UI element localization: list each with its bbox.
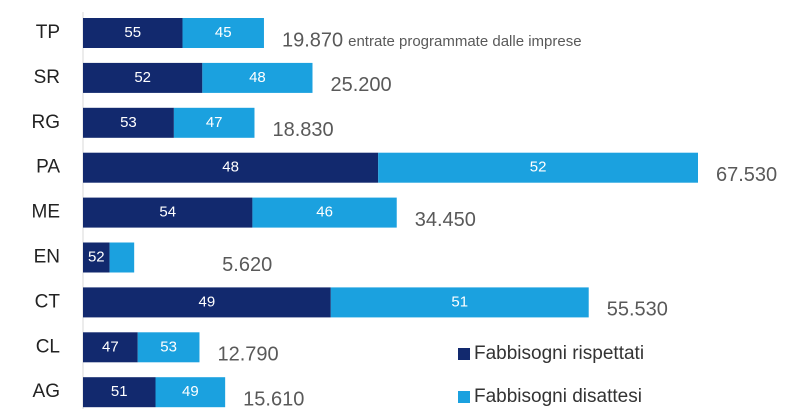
total-label: 55.530	[607, 299, 668, 321]
segment-label: 55	[124, 24, 141, 41]
bar-segment	[83, 152, 379, 183]
segment-label: 54	[159, 204, 176, 221]
total-label: 67.530	[716, 164, 777, 186]
category-label: AG	[33, 381, 60, 402]
category-label: EN	[34, 247, 60, 268]
total-label: 34.450	[415, 209, 476, 231]
legend-label: Fabbisogni disattesi	[474, 386, 642, 407]
bar-segment	[137, 332, 200, 363]
category-label: PA	[36, 157, 60, 178]
total-label: 5.620	[222, 254, 272, 276]
segment-label: 52	[88, 248, 105, 265]
segment-label: 48	[222, 159, 239, 176]
bar-segment	[83, 107, 174, 138]
total-label: 15.610	[243, 388, 304, 409]
total-label: 25.200	[330, 74, 391, 96]
total-label: 18.830	[272, 119, 333, 141]
bar-segment	[202, 62, 313, 93]
bar-segment	[83, 242, 110, 273]
segment-label: 46	[316, 204, 333, 221]
bar-segment	[155, 377, 226, 408]
segment-label: 53	[160, 338, 177, 355]
bar-segment	[109, 242, 135, 273]
legend-swatch	[458, 348, 470, 360]
total-label: 19.870	[282, 29, 343, 51]
bar-segment	[378, 152, 698, 183]
bar-segment	[83, 62, 203, 93]
segment-label: 52	[134, 69, 151, 86]
segment-label: 48	[142, 248, 159, 265]
annotation: entrate programmate dalle imprese	[348, 33, 581, 50]
segment-label: 48	[249, 69, 266, 86]
category-label: CL	[36, 336, 60, 357]
segment-label: 49	[182, 383, 199, 400]
bar-segment	[83, 332, 138, 363]
bar-segment	[83, 18, 183, 48]
legend-swatch	[458, 391, 470, 403]
bar-segment	[330, 287, 589, 318]
category-label: ME	[32, 202, 61, 223]
segment-label: 45	[215, 24, 232, 41]
segment-label: 47	[102, 338, 119, 355]
segment-label: 51	[451, 293, 468, 310]
bar-segment	[83, 287, 331, 318]
category-label: CT	[35, 291, 61, 312]
bar-segment	[252, 197, 397, 228]
total-label: 12.790	[217, 344, 278, 366]
bar-segment	[182, 18, 264, 48]
category-label: RG	[32, 112, 61, 133]
segment-label: 53	[120, 114, 137, 131]
segment-label: 49	[199, 293, 216, 310]
category-label: TP	[36, 22, 60, 43]
segment-label: 47	[206, 114, 223, 131]
bar-segment	[83, 377, 156, 408]
category-label: SR	[34, 67, 60, 88]
segment-label: 52	[530, 159, 547, 176]
legend-label: Fabbisogni rispettati	[474, 343, 644, 364]
segment-label: 51	[111, 383, 128, 400]
bar-segment	[83, 197, 253, 228]
bar-segment	[173, 107, 255, 138]
